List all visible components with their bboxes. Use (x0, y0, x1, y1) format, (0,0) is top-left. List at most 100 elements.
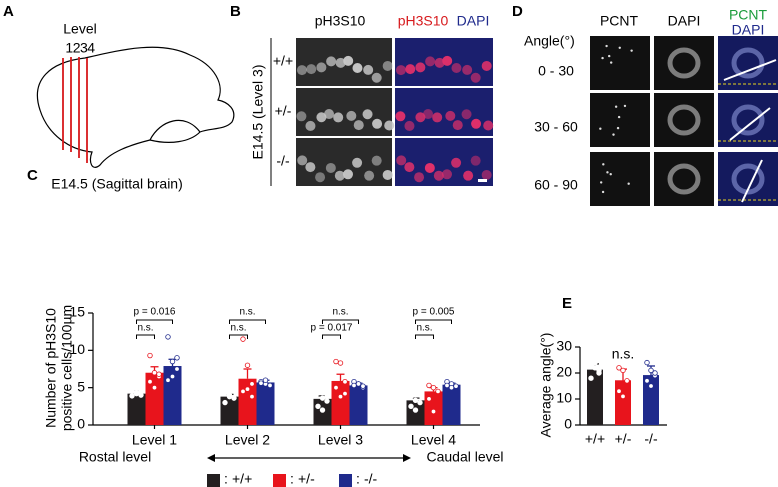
cell (396, 155, 407, 166)
row-label: +/+ (273, 53, 293, 69)
image-tile (590, 36, 650, 90)
data-point (324, 393, 330, 400)
cell (414, 172, 425, 183)
data-point (453, 383, 459, 389)
data-point (644, 378, 650, 384)
cell (445, 110, 456, 121)
y-tick-label: 0 (77, 416, 85, 432)
data-point (616, 365, 622, 371)
cell (481, 169, 492, 180)
data-point (240, 388, 246, 395)
data-point (620, 367, 626, 374)
data-point (652, 370, 658, 376)
data-point (249, 381, 255, 387)
legend-label: +/- (298, 471, 315, 487)
column-header: PCNT (600, 13, 639, 29)
axis-line (741, 159, 763, 203)
axis-note: Caudal level (426, 449, 503, 465)
brain-outline (36, 46, 235, 168)
data-point (315, 390, 321, 396)
data-point (444, 382, 450, 389)
cell (433, 170, 444, 181)
data-point (319, 395, 326, 401)
cell (296, 111, 307, 122)
spot (612, 133, 615, 136)
column-header: pH3S10 (315, 13, 366, 29)
micrographs (296, 38, 494, 186)
cell (432, 112, 443, 123)
data-point (222, 390, 228, 396)
axis-note: Rostal level (79, 449, 151, 465)
data-point (644, 359, 650, 366)
spot (616, 126, 620, 130)
data-point (430, 384, 437, 391)
data-point (165, 334, 171, 340)
data-point (624, 378, 630, 384)
comparison-label: n.s. (137, 323, 153, 334)
y-tick-label: 0 (564, 416, 572, 432)
data-point (592, 359, 598, 366)
bar (145, 372, 164, 425)
panel-label: C (27, 167, 38, 184)
cell (371, 72, 382, 83)
bracket (229, 334, 248, 339)
data-point (231, 395, 237, 401)
cell (384, 120, 395, 131)
data-point (448, 384, 455, 391)
cell (451, 157, 462, 168)
x-tick-label: -/- (644, 431, 658, 447)
cell (353, 120, 364, 131)
legend-label: +/+ (232, 471, 252, 487)
cell (471, 118, 482, 129)
cell (405, 64, 416, 75)
annotation: n.s. (612, 346, 635, 362)
level-numbers: 1234 (65, 40, 95, 56)
data-point (408, 393, 414, 400)
x-tick-label: Level 2 (225, 432, 270, 448)
y-tick-label: 30 (556, 338, 572, 354)
y-tick-label: 5 (77, 378, 85, 394)
level-title: Level (63, 21, 96, 37)
data-point (333, 384, 339, 391)
data-point (412, 407, 419, 413)
spot (599, 127, 602, 130)
data-point (408, 403, 414, 410)
spot (618, 46, 621, 49)
row-label: 60 - 90 (534, 177, 578, 193)
row-label: 30 - 60 (534, 119, 578, 135)
data-point (156, 371, 162, 377)
data-point (169, 373, 176, 380)
y-tick-label: 10 (69, 341, 85, 357)
cell (463, 170, 474, 181)
data-point (351, 382, 357, 389)
cell (415, 112, 426, 123)
data-point (333, 358, 339, 365)
data-point (258, 380, 264, 386)
x-tick-label: Level 4 (411, 432, 456, 448)
spot (602, 163, 605, 166)
cell (395, 111, 406, 122)
data-point (244, 386, 251, 392)
row-label: -/- (276, 153, 290, 169)
chart-c: C Number of pH3S10 positive cells/100µm 0 5 1… (27, 167, 504, 487)
y-axis-label: Number of pH3S10 (43, 308, 59, 428)
angle-header: Angle(°) (524, 33, 575, 49)
data-point (138, 387, 144, 394)
bar (127, 393, 146, 425)
data-point (319, 407, 326, 413)
cell (364, 170, 375, 181)
column-header: PCNT (729, 7, 768, 23)
row-label: 0 - 30 (538, 63, 574, 79)
comparison-label: n.s. (230, 323, 246, 334)
scale-bar (728, 212, 768, 216)
image-tile (654, 93, 714, 147)
data-point (169, 358, 176, 365)
spot (623, 104, 627, 108)
comparison-label: n.s. (416, 323, 432, 334)
cell (315, 172, 326, 183)
data-point (430, 408, 437, 415)
comparison-label: p = 0.016 (134, 307, 176, 318)
image-tile (590, 152, 650, 206)
y-tick-label: 20 (556, 364, 572, 380)
cell (442, 55, 453, 66)
